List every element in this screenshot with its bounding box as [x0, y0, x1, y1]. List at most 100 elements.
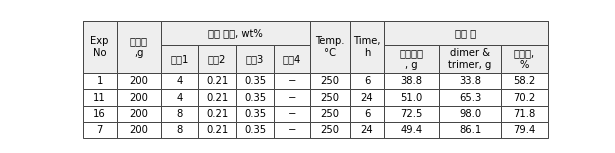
Text: 0.35: 0.35 [244, 125, 266, 135]
Text: −: − [288, 93, 296, 103]
Text: 0.35: 0.35 [244, 109, 266, 119]
Bar [198, 122, 236, 138]
Text: 51.0: 51.0 [400, 93, 423, 103]
Bar [236, 122, 274, 138]
Bar [501, 45, 548, 73]
Bar [161, 89, 198, 106]
Bar [350, 122, 384, 138]
Bar [350, 106, 384, 122]
Bar [439, 89, 501, 106]
Bar [161, 73, 198, 89]
Text: 58.2: 58.2 [514, 76, 536, 86]
Text: 0.21: 0.21 [206, 76, 228, 86]
Bar [439, 73, 501, 89]
Text: 72.5: 72.5 [400, 109, 423, 119]
Bar [310, 73, 350, 89]
Text: 1: 1 [97, 76, 103, 86]
Bar [384, 21, 548, 45]
Bar [350, 21, 384, 73]
Bar [439, 45, 501, 73]
Text: 0.21: 0.21 [206, 109, 228, 119]
Text: −: − [288, 76, 296, 86]
Text: 250: 250 [320, 125, 339, 135]
Bar [274, 106, 310, 122]
Bar [117, 89, 161, 106]
Bar [82, 73, 117, 89]
Text: 6: 6 [364, 109, 370, 119]
Text: 65.3: 65.3 [459, 93, 482, 103]
Text: Time,
h: Time, h [353, 36, 381, 58]
Bar [82, 122, 117, 138]
Bar [439, 106, 501, 122]
Text: 8: 8 [177, 125, 183, 135]
Text: Temp.
°C: Temp. °C [315, 36, 344, 58]
Bar [501, 106, 548, 122]
Text: 86.1: 86.1 [459, 125, 482, 135]
Bar [82, 21, 548, 73]
Bar [198, 45, 236, 73]
Text: −: − [288, 125, 296, 135]
Text: 200: 200 [129, 125, 148, 135]
Bar [198, 89, 236, 106]
Text: 축매3: 축매3 [246, 54, 264, 64]
Text: Exp
No: Exp No [90, 36, 109, 58]
Text: 0.21: 0.21 [206, 125, 228, 135]
Bar [384, 89, 439, 106]
Text: 0.35: 0.35 [244, 93, 266, 103]
Bar [310, 89, 350, 106]
Text: 200: 200 [129, 76, 148, 86]
Bar [310, 21, 350, 73]
Text: 8: 8 [177, 109, 183, 119]
Text: 70.2: 70.2 [514, 93, 536, 103]
Text: 200: 200 [129, 93, 148, 103]
Text: 7: 7 [97, 125, 103, 135]
Text: 250: 250 [320, 109, 339, 119]
Bar [236, 45, 274, 73]
Text: 11: 11 [93, 93, 106, 103]
Text: 49.4: 49.4 [400, 125, 423, 135]
Bar [350, 73, 384, 89]
Text: 지방산
,g: 지방산 ,g [130, 36, 148, 58]
Bar [236, 73, 274, 89]
Text: 축매1: 축매1 [170, 54, 189, 64]
Text: dimer &
trimer, g: dimer & trimer, g [448, 48, 492, 70]
Bar [384, 122, 439, 138]
Text: 71.8: 71.8 [514, 109, 536, 119]
Text: 250: 250 [320, 93, 339, 103]
Bar [439, 122, 501, 138]
Text: 4: 4 [177, 76, 183, 86]
Bar [501, 122, 548, 138]
Text: 축매2: 축매2 [208, 54, 226, 64]
Text: 33.8: 33.8 [459, 76, 481, 86]
Bar [274, 89, 310, 106]
Bar [198, 106, 236, 122]
Bar [161, 122, 198, 138]
Bar [501, 73, 548, 89]
Bar [384, 73, 439, 89]
Bar [274, 45, 310, 73]
Bar [117, 106, 161, 122]
Text: 16: 16 [93, 109, 106, 119]
Bar [384, 45, 439, 73]
Bar [236, 89, 274, 106]
Bar [236, 106, 274, 122]
Text: 24: 24 [361, 125, 373, 135]
Bar [117, 73, 161, 89]
Text: 24: 24 [361, 93, 373, 103]
Text: 4: 4 [177, 93, 183, 103]
Text: 79.4: 79.4 [514, 125, 536, 135]
Text: 38.8: 38.8 [401, 76, 423, 86]
Bar [161, 106, 198, 122]
Bar [501, 89, 548, 106]
Bar [82, 106, 117, 122]
Text: 축매4: 축매4 [283, 54, 301, 64]
Bar [350, 89, 384, 106]
Text: 98.0: 98.0 [459, 109, 481, 119]
Text: 200: 200 [129, 109, 148, 119]
Bar [82, 21, 117, 73]
Text: −: − [288, 109, 296, 119]
Bar [274, 122, 310, 138]
Text: 축매 조성, wt%: 축매 조성, wt% [208, 28, 263, 38]
Text: 0.21: 0.21 [206, 93, 228, 103]
Bar [82, 89, 117, 106]
